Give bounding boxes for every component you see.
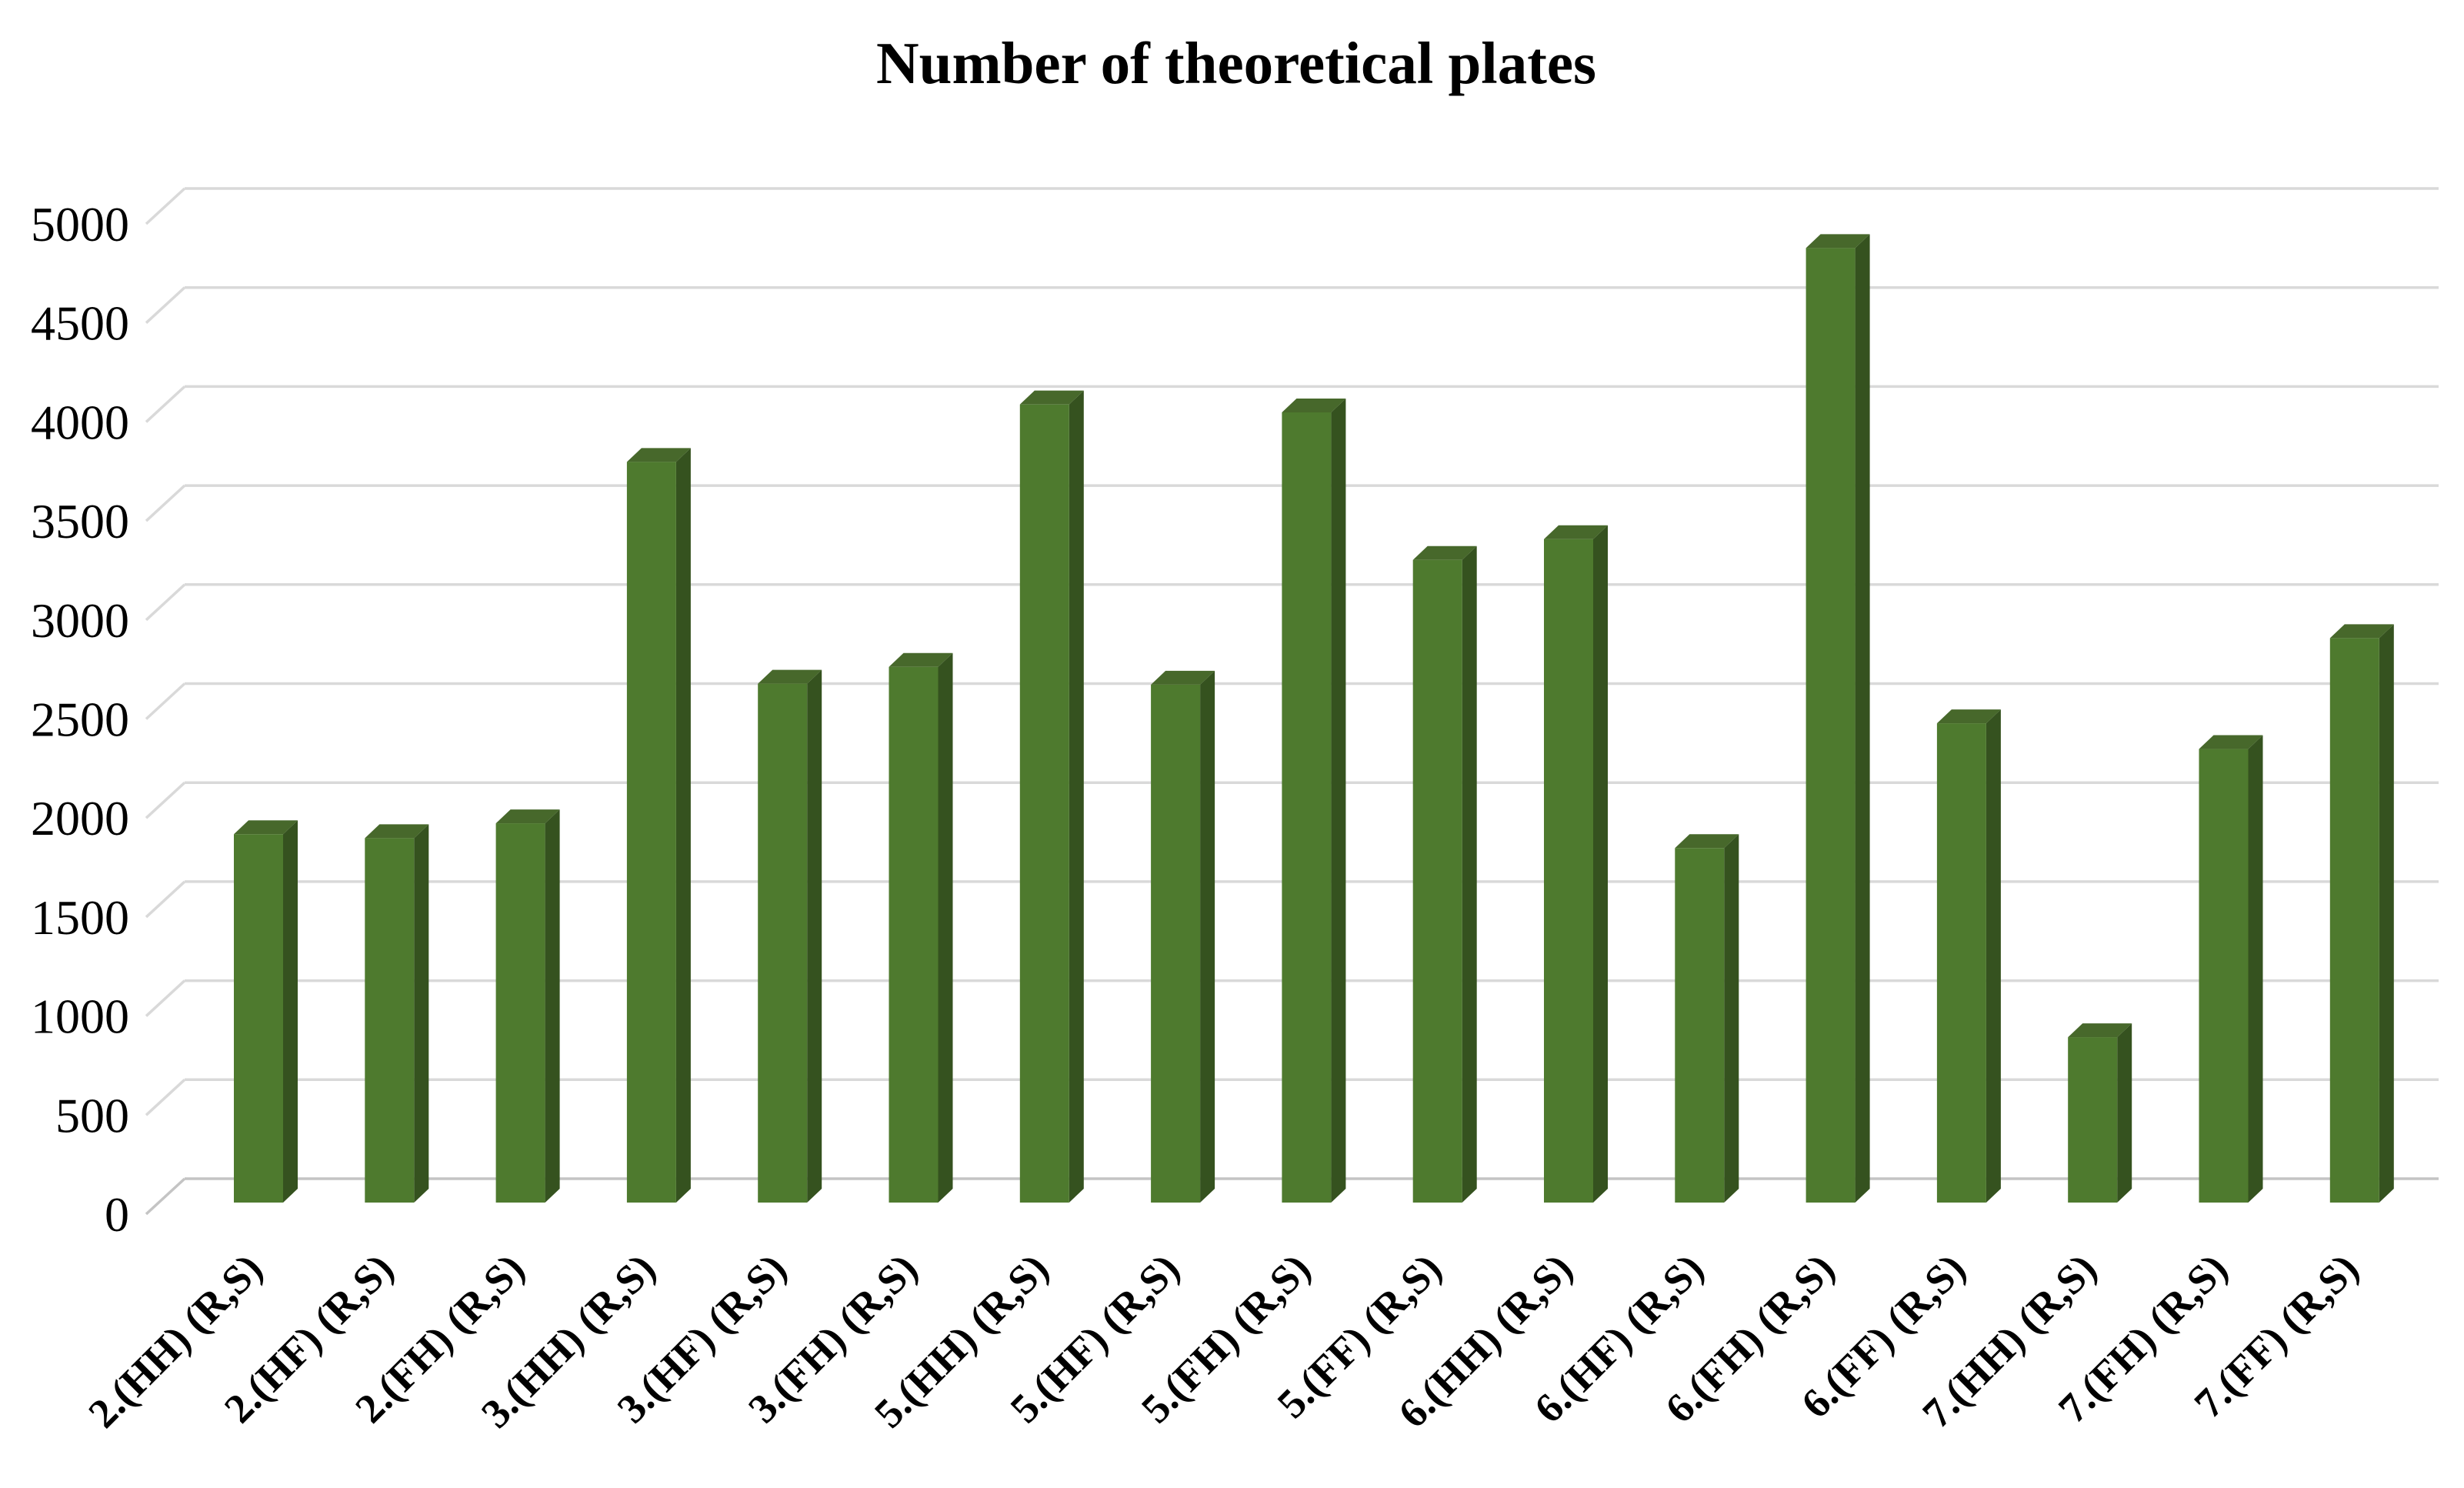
bar-side-face bbox=[1593, 525, 1608, 1203]
y-tick-mark bbox=[145, 187, 186, 225]
bar-5-hh-r-s bbox=[1019, 390, 1084, 1203]
bar-top-face bbox=[495, 809, 560, 824]
bar-2-fh-r-s bbox=[495, 809, 560, 1203]
bar-front-face bbox=[758, 683, 808, 1203]
bar-7-hh-r-s bbox=[2068, 1023, 2132, 1203]
bar-3-fh-r-s bbox=[889, 652, 953, 1203]
bar-front-face bbox=[1151, 684, 1201, 1203]
y-tick-mark bbox=[145, 583, 186, 622]
y-tick-mark bbox=[145, 781, 186, 819]
y-axis-label: 2500 bbox=[31, 692, 129, 747]
bar-top-face bbox=[1544, 525, 1608, 539]
bar-6-fh-r-s bbox=[1805, 234, 1870, 1203]
bar-top-face bbox=[1936, 709, 2001, 724]
bar-3-hf-r-s bbox=[758, 669, 822, 1203]
y-axis-label: 4000 bbox=[31, 395, 129, 449]
y-tick-mark bbox=[145, 880, 186, 919]
bar-front-face bbox=[1019, 404, 1069, 1203]
bar-top-face bbox=[889, 652, 953, 667]
y-tick-mark bbox=[145, 682, 186, 720]
bar-side-face bbox=[2117, 1023, 2132, 1203]
bar-top-face bbox=[2068, 1023, 2132, 1038]
x-axis-labels: 2.(HH) (R,S)2.(HF) (R,S)2.(FH) (R,S)3.(H… bbox=[79, 1245, 2367, 1436]
bar-5-fh-r-s bbox=[1282, 398, 1346, 1203]
bar-front-face bbox=[2199, 749, 2249, 1203]
bar-front-face bbox=[234, 834, 283, 1203]
bar-7-fh-r-s bbox=[2199, 735, 2263, 1203]
bar-6-hf-r-s bbox=[1675, 834, 1739, 1203]
bar-front-face bbox=[1936, 723, 1986, 1203]
bar-top-face bbox=[1019, 390, 1084, 405]
bar-6-ff-r-s bbox=[1936, 709, 2001, 1203]
bar-front-face bbox=[1805, 248, 1856, 1203]
bar-side-face bbox=[283, 820, 298, 1203]
bar-side-face bbox=[1724, 834, 1739, 1203]
bar-top-face bbox=[1151, 670, 1215, 685]
bar-front-face bbox=[1544, 539, 1593, 1203]
y-tick-mark bbox=[145, 979, 186, 1017]
bar-2-hh-r-s bbox=[234, 820, 298, 1203]
y-axis-label: 5000 bbox=[31, 197, 129, 252]
bar-front-face bbox=[626, 462, 676, 1203]
y-axis-label: 3500 bbox=[31, 494, 129, 549]
y-tick-mark bbox=[145, 385, 186, 423]
bar-side-face bbox=[545, 809, 560, 1203]
bar-side-face bbox=[938, 652, 953, 1203]
bar-top-face bbox=[234, 820, 298, 835]
bar-side-face bbox=[2248, 735, 2263, 1203]
bar-front-face bbox=[2329, 638, 2379, 1203]
bar-front-face bbox=[1282, 412, 1332, 1203]
bar-6-hh-r-s bbox=[1544, 525, 1608, 1203]
bar-side-face bbox=[675, 448, 691, 1203]
bar-front-face bbox=[365, 838, 415, 1203]
y-tick-mark bbox=[145, 286, 186, 324]
bar-5-ff-r-s bbox=[1412, 545, 1477, 1203]
bar-front-face bbox=[2068, 1037, 2118, 1203]
bar-top-face bbox=[2329, 624, 2394, 639]
bar-2-hf-r-s bbox=[365, 824, 429, 1203]
y-axis-labels: 0 500 1000 1500 2000 2500 3000 3500 4000 4500 5000 bbox=[31, 197, 129, 1242]
bar-front-face bbox=[495, 823, 545, 1203]
bar-side-face bbox=[1069, 390, 1084, 1203]
bar-top-face bbox=[626, 448, 691, 462]
chart-title: Number of theoretical plates bbox=[876, 30, 1596, 96]
bar-front-face bbox=[1675, 848, 1725, 1203]
bar-3-hh-r-s bbox=[626, 448, 691, 1203]
y-axis-label: 500 bbox=[55, 1088, 129, 1143]
bar-top-face bbox=[1675, 834, 1739, 849]
bar-side-face bbox=[1986, 709, 2001, 1203]
bars-layer bbox=[234, 234, 2394, 1203]
bar-side-face bbox=[807, 669, 822, 1203]
y-tick-mark bbox=[145, 1177, 186, 1216]
bar-side-face bbox=[2379, 624, 2394, 1203]
bar-front-face bbox=[889, 666, 939, 1203]
y-tick-mark bbox=[145, 484, 186, 522]
y-axis-label: 0 bbox=[105, 1187, 129, 1242]
bar-5-hf-r-s bbox=[1151, 670, 1215, 1203]
bar-top-face bbox=[2199, 735, 2263, 749]
y-axis-label: 2000 bbox=[31, 791, 129, 846]
bar-side-face bbox=[1331, 398, 1346, 1203]
bar-top-face bbox=[1805, 234, 1870, 249]
bar-top-face bbox=[1412, 545, 1477, 560]
y-axis-label: 1000 bbox=[31, 989, 129, 1044]
bar-top-face bbox=[1282, 398, 1346, 412]
y-axis-label: 4500 bbox=[31, 296, 129, 351]
bar-top-face bbox=[758, 669, 822, 684]
y-axis-label: 1500 bbox=[31, 890, 129, 945]
bar-top-face bbox=[365, 824, 429, 839]
y-tick-mark bbox=[145, 1079, 186, 1116]
bar-side-face bbox=[1462, 545, 1477, 1203]
bar-front-face bbox=[1412, 559, 1462, 1203]
bar-side-face bbox=[1200, 670, 1215, 1203]
y-axis-label: 3000 bbox=[31, 593, 129, 648]
bar-7-ff-r-s bbox=[2329, 624, 2394, 1203]
bar-side-face bbox=[1855, 234, 1870, 1203]
bar-side-face bbox=[414, 824, 429, 1203]
